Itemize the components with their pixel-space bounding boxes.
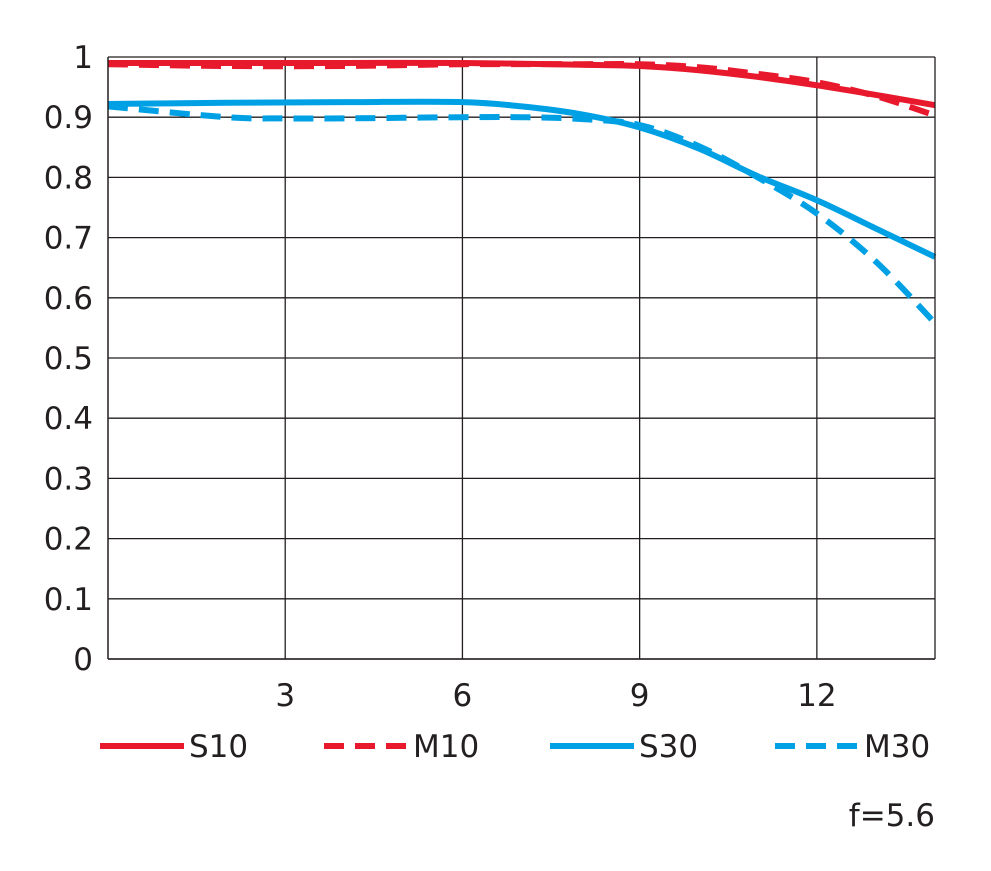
x-tick-label: 6 — [453, 678, 473, 714]
x-tick-label: 9 — [630, 678, 650, 714]
legend-label: M30 — [864, 729, 930, 765]
legend-label: S10 — [189, 729, 248, 765]
y-tick-label: 0.2 — [44, 522, 93, 558]
grid — [108, 56, 935, 660]
legend-item-s30: S30 — [550, 729, 698, 765]
y-tick-label: 0.9 — [44, 100, 93, 136]
x-tick-label: 3 — [275, 678, 295, 714]
x-tick-labels: 3 6 9 12 — [275, 678, 836, 714]
series-line-m10 — [107, 60, 936, 119]
legend-item-s10: S10 — [100, 729, 248, 765]
y-tick-label: 0.3 — [44, 461, 93, 497]
legend-label: S30 — [639, 729, 698, 765]
y-tick-label: 0.1 — [44, 582, 93, 618]
legend-label: M10 — [413, 729, 479, 765]
series-line-s30 — [107, 98, 937, 260]
y-tick-label: 0.8 — [44, 160, 93, 196]
plot-frame — [107, 57, 936, 660]
series-line-m30 — [107, 103, 938, 326]
y-tick-label: 0.7 — [44, 221, 93, 257]
y-tick-label: 1 — [73, 40, 93, 76]
legend-item-m10: M10 — [324, 729, 479, 765]
legend: S10 M10 S30 M30 — [100, 729, 930, 765]
y-tick-label: 0 — [73, 642, 93, 678]
y-tick-labels: 0 0.1 0.2 0.3 0.4 0.5 0.6 0.7 0.8 0.9 1 — [44, 40, 93, 678]
y-tick-label: 0.5 — [44, 341, 93, 377]
series-lines — [107, 59, 938, 326]
x-tick-label: 12 — [797, 678, 836, 714]
y-tick-label: 0.4 — [44, 401, 93, 437]
series-line-s10 — [108, 59, 936, 109]
aperture-note: f=5.6 — [849, 798, 935, 834]
legend-item-m30: M30 — [775, 729, 930, 765]
y-tick-label: 0.6 — [44, 281, 93, 317]
